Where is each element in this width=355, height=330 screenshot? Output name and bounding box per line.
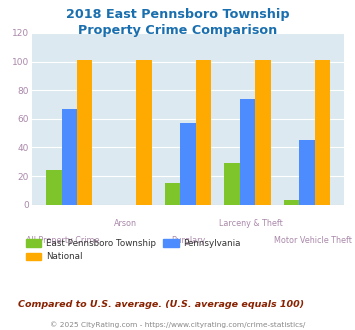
- Bar: [284, 200, 299, 205]
- Bar: [315, 60, 330, 205]
- Text: 2018 East Pennsboro Township
Property Crime Comparison: 2018 East Pennsboro Township Property Cr…: [66, 8, 289, 37]
- Bar: [136, 60, 152, 205]
- Text: All Property Crime: All Property Crime: [26, 236, 100, 245]
- Text: Compared to U.S. average. (U.S. average equals 100): Compared to U.S. average. (U.S. average …: [18, 300, 304, 309]
- Legend: East Pennsboro Township, National, Pennsylvania: East Pennsboro Township, National, Penns…: [26, 239, 240, 261]
- Bar: [77, 60, 93, 205]
- Bar: [240, 99, 255, 205]
- Bar: [255, 60, 271, 205]
- Text: © 2025 CityRating.com - https://www.cityrating.com/crime-statistics/: © 2025 CityRating.com - https://www.city…: [50, 322, 305, 328]
- Bar: [299, 140, 315, 205]
- Bar: [196, 60, 211, 205]
- Bar: [165, 183, 180, 205]
- Bar: [224, 163, 240, 205]
- Text: Arson: Arson: [114, 219, 137, 228]
- Text: Larceny & Theft: Larceny & Theft: [219, 219, 283, 228]
- Text: Motor Vehicle Theft: Motor Vehicle Theft: [274, 236, 352, 245]
- Bar: [46, 170, 62, 205]
- Bar: [62, 109, 77, 205]
- Bar: [180, 123, 196, 205]
- Text: Burglary: Burglary: [171, 236, 205, 245]
